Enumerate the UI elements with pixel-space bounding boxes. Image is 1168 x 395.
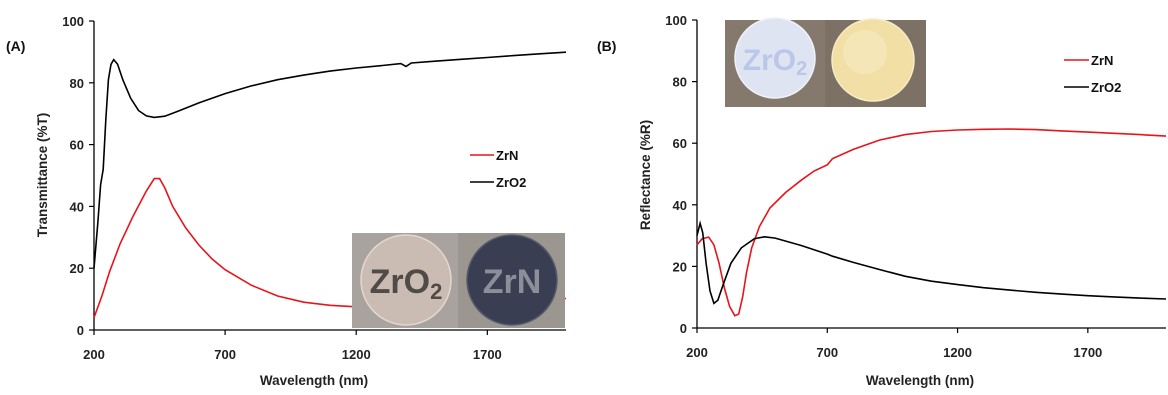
panel-b-x-tick-label: 700	[816, 345, 838, 360]
panel-a-photo-inset: ZrO2 ZrN	[352, 233, 565, 328]
panel-b-x-tick-label: 1700	[1073, 345, 1102, 360]
panel-b-x-axis-label: Wavelength (nm)	[866, 373, 974, 388]
panel-b-y-tick-label: 0	[680, 321, 687, 336]
panel-a-x-tick-label: 1200	[342, 347, 371, 362]
panel-a-y-tick-label: 100	[62, 14, 84, 29]
panel-b-x-tick-label: 200	[686, 345, 708, 360]
panel-a-y-ticks: 0 20 40 60 80 100	[62, 14, 94, 338]
panel-b-y-tick-label: 100	[665, 13, 687, 28]
panel-a-y-tick-label: 60	[70, 138, 84, 153]
panel-a-y-tick-label: 40	[70, 199, 84, 214]
zrn-disc-label: ZrN	[483, 263, 542, 301]
panel-a-x-tick-label: 200	[83, 347, 105, 362]
panel-b-y-ticks: 0 20 40 60 80 100	[665, 13, 697, 336]
panel-a-legend-zrn-label: ZrN	[496, 148, 518, 163]
panel-a-series-zro2-line	[93, 51, 567, 269]
panel-b-series-zrn-line	[696, 128, 1167, 317]
panel-b-y-tick-label: 60	[673, 136, 687, 151]
panel-b-x-tick-label: 1200	[943, 345, 972, 360]
panel-a-x-axis-label: Wavelength (nm)	[260, 373, 368, 388]
panel-b-legend-zrn-label: ZrN	[1091, 53, 1113, 68]
panel-a: (A) 0 20 40 60 80 100 200 700 1200 1700 Waveleng…	[6, 14, 567, 388]
zro2-reflective-disc	[734, 17, 816, 99]
panel-b-x-ticks: 200 700 1200 1700	[686, 328, 1102, 360]
panel-a-x-tick-label: 1700	[473, 347, 502, 362]
panel-b-y-tick-label: 20	[673, 259, 687, 274]
panel-b-y-axis-label: Reflectance (%R)	[638, 120, 653, 230]
panel-a-y-tick-label: 20	[70, 261, 84, 276]
panel-b-label: (B)	[597, 38, 616, 54]
panel-a-x-tick-label: 700	[214, 347, 236, 362]
panel-b-series-zro2-line	[696, 220, 1167, 305]
zro2-disc	[360, 234, 452, 326]
zrn-disc	[466, 234, 558, 326]
panel-b-y-tick-label: 80	[673, 75, 687, 90]
panel-b-photo-inset: ZrO2	[725, 17, 926, 107]
panel-b-y-tick-label: 40	[673, 198, 687, 213]
panel-a-label: (A)	[6, 38, 25, 54]
panel-a-legend-zro2-label: ZrO2	[496, 175, 526, 190]
panel-a-y-tick-label: 0	[77, 323, 84, 338]
panel-a-y-tick-label: 80	[70, 76, 84, 91]
panel-b: (B) 0 20 40 60 80 100 200 700 1200 1700 Waveleng…	[597, 13, 1167, 388]
panel-b-legend-zro2-label: ZrO2	[1091, 80, 1121, 95]
panel-a-x-ticks: 200 700 1200 1700	[83, 330, 502, 362]
panel-a-y-axis-label: Transmittance (%T)	[35, 113, 50, 238]
